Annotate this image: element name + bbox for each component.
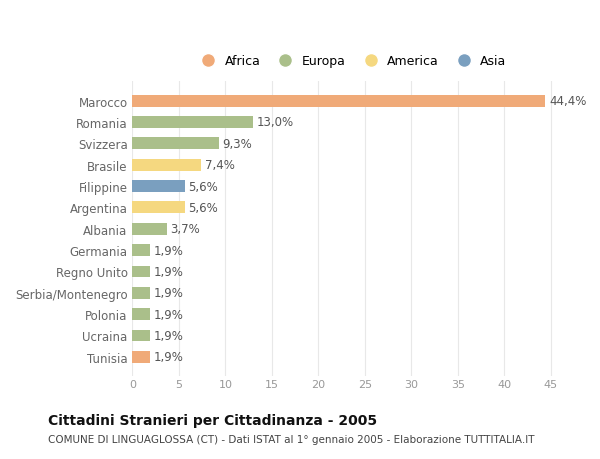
Bar bbox=[133, 308, 150, 320]
Bar bbox=[133, 224, 167, 235]
Text: 3,7%: 3,7% bbox=[170, 223, 200, 235]
Text: 7,4%: 7,4% bbox=[205, 159, 235, 172]
Bar bbox=[133, 159, 201, 171]
Bar bbox=[133, 245, 150, 257]
Bar bbox=[133, 117, 253, 129]
Text: 1,9%: 1,9% bbox=[154, 244, 184, 257]
Text: 1,9%: 1,9% bbox=[154, 286, 184, 300]
Text: 1,9%: 1,9% bbox=[154, 351, 184, 364]
Bar bbox=[133, 351, 150, 363]
Text: 5,6%: 5,6% bbox=[188, 202, 218, 214]
Text: 44,4%: 44,4% bbox=[549, 95, 586, 108]
Bar bbox=[133, 202, 185, 214]
Text: COMUNE DI LINGUAGLOSSA (CT) - Dati ISTAT al 1° gennaio 2005 - Elaborazione TUTTI: COMUNE DI LINGUAGLOSSA (CT) - Dati ISTAT… bbox=[48, 434, 535, 444]
Text: Cittadini Stranieri per Cittadinanza - 2005: Cittadini Stranieri per Cittadinanza - 2… bbox=[48, 413, 377, 427]
Legend: Africa, Europa, America, Asia: Africa, Europa, America, Asia bbox=[191, 50, 511, 73]
Bar bbox=[133, 181, 185, 192]
Bar bbox=[133, 330, 150, 341]
Bar bbox=[133, 266, 150, 278]
Text: 5,6%: 5,6% bbox=[188, 180, 218, 193]
Bar bbox=[133, 287, 150, 299]
Text: 1,9%: 1,9% bbox=[154, 265, 184, 278]
Text: 1,9%: 1,9% bbox=[154, 329, 184, 342]
Bar bbox=[133, 95, 545, 107]
Bar bbox=[133, 138, 219, 150]
Text: 9,3%: 9,3% bbox=[223, 138, 253, 151]
Text: 13,0%: 13,0% bbox=[257, 116, 294, 129]
Text: 1,9%: 1,9% bbox=[154, 308, 184, 321]
